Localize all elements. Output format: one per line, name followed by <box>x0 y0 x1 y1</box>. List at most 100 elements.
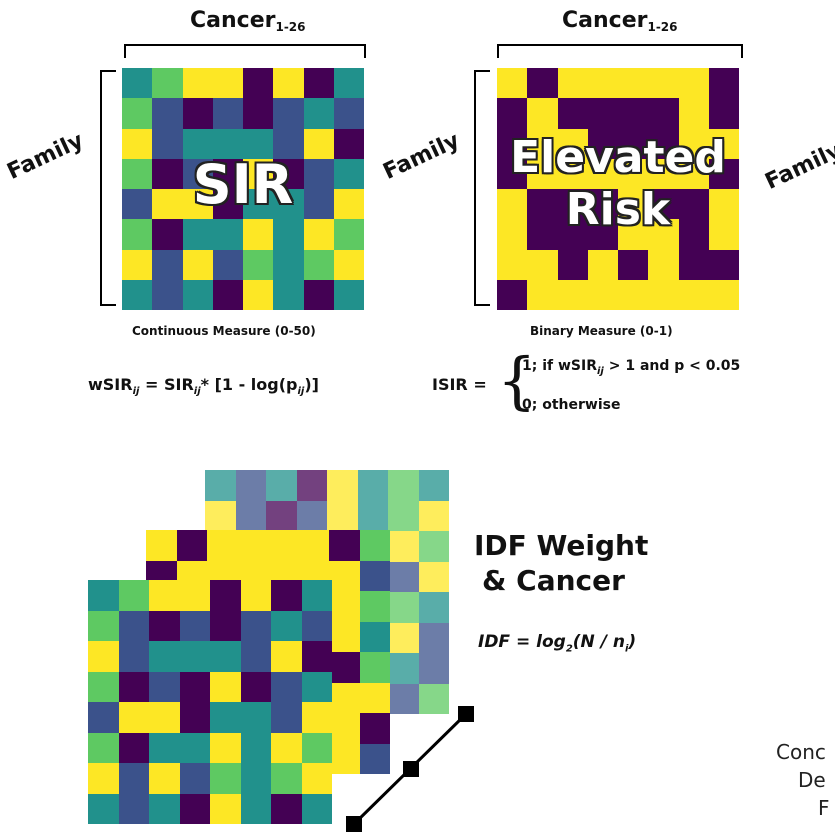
heatmap-cell <box>182 249 213 280</box>
heatmap-cell <box>418 622 449 653</box>
heatmap-cell <box>359 652 390 683</box>
partial-text-line2: De <box>798 768 826 792</box>
heatmap-cell <box>149 671 180 702</box>
heatmap-cell <box>497 189 528 220</box>
heatmap-cell <box>152 98 183 129</box>
panel1-left-bracket <box>100 70 116 306</box>
heatmap-cell <box>88 702 119 733</box>
heatmap-cell <box>152 158 183 189</box>
idf-title-line2: & Cancer <box>482 564 625 597</box>
panel2-title-sub: 1-26 <box>647 20 678 34</box>
heatmap-cell <box>678 219 709 250</box>
elevated-risk-overlay-line1: Elevated <box>510 132 726 183</box>
panel2-title-text: Cancer <box>562 8 648 33</box>
panel1-top-bracket <box>124 44 366 58</box>
heatmap-cell <box>240 580 271 611</box>
heatmap-cell <box>182 219 213 250</box>
heatmap-cell <box>648 249 679 280</box>
heatmap-cell <box>88 641 119 672</box>
heatmap-cell <box>303 98 334 129</box>
heatmap-cell <box>271 793 302 824</box>
heatmap-cell <box>303 128 334 159</box>
heatmap-cell <box>587 189 618 220</box>
heatmap-cell <box>329 713 360 744</box>
wsir-front-matrix <box>88 580 332 824</box>
wsir-formula-mid-sub: ij <box>193 386 201 398</box>
heatmap-cell <box>88 610 119 641</box>
heatmap-cell <box>333 98 364 129</box>
heatmap-cell <box>708 68 739 99</box>
heatmap-cell <box>268 530 299 561</box>
heatmap-cell <box>357 470 388 501</box>
heatmap-cell <box>243 128 274 159</box>
heatmap-cell <box>557 98 588 129</box>
heatmap-cell <box>618 249 649 280</box>
heatmap-cell <box>418 561 449 592</box>
heatmap-cell <box>235 500 266 531</box>
heatmap-cell <box>210 793 241 824</box>
heatmap-cell <box>210 671 241 702</box>
heatmap-cell <box>273 189 304 220</box>
heatmap-cell <box>359 560 390 591</box>
idf-formula-c: ) <box>628 632 637 652</box>
heatmap-cell <box>418 653 449 684</box>
heatmap-cell <box>118 702 149 733</box>
heatmap-cell <box>329 591 360 622</box>
heatmap-cell <box>333 249 364 280</box>
heatmap-cell <box>388 653 419 684</box>
panel2-top-bracket <box>497 44 743 58</box>
panel1-title: Cancer1-26 <box>190 8 306 34</box>
heatmap-cell <box>648 189 679 220</box>
heatmap-cell <box>179 580 210 611</box>
heatmap-cell <box>708 249 739 280</box>
heatmap-cell <box>329 652 360 683</box>
heatmap-cell <box>88 671 119 702</box>
heatmap-cell <box>152 219 183 250</box>
heatmap-cell <box>303 189 334 220</box>
heatmap-cell <box>146 530 177 561</box>
heatmap-cell <box>301 793 332 824</box>
heatmap-cell <box>122 68 153 99</box>
heatmap-cell <box>587 158 618 189</box>
panel2-title: Cancer1-26 <box>562 8 678 34</box>
heatmap-cell <box>212 189 243 220</box>
heatmap-cell <box>152 189 183 220</box>
heatmap-cell <box>587 249 618 280</box>
heatmap-cell <box>273 219 304 250</box>
heatmap-cell <box>240 763 271 794</box>
heatmap-cell <box>557 158 588 189</box>
heatmap-cell <box>149 702 180 733</box>
heatmap-cell <box>678 98 709 129</box>
heatmap-cell <box>497 68 528 99</box>
heatmap-cell <box>240 793 271 824</box>
panel2-family-label: Family <box>379 128 464 185</box>
heatmap-cell <box>329 682 360 713</box>
heatmap-cell <box>648 219 679 250</box>
heatmap-cell <box>271 580 302 611</box>
heatmap-cell <box>618 279 649 310</box>
heatmap-cell <box>527 158 558 189</box>
heatmap-cell <box>240 641 271 672</box>
heatmap-cell <box>418 592 449 623</box>
heatmap-cell <box>333 219 364 250</box>
heatmap-cell <box>179 702 210 733</box>
idf-formula: IDF = log2(N / ni) <box>478 632 636 654</box>
elevated-risk-overlay-line2: Risk <box>565 184 671 235</box>
heatmap-cell <box>388 622 419 653</box>
sir-heatmap <box>122 68 364 310</box>
heatmap-cell <box>388 500 419 531</box>
heatmap-cell <box>527 128 558 159</box>
heatmap-cell <box>273 128 304 159</box>
heatmap-cell <box>301 610 332 641</box>
heatmap-cell <box>271 732 302 763</box>
heatmap-cell <box>88 763 119 794</box>
heatmap-cell <box>333 189 364 220</box>
isir-case-1: 1; if wSIRij > 1 and p < 0.05 <box>522 358 740 377</box>
panel2-left-bracket <box>474 70 490 306</box>
heatmap-cell <box>212 68 243 99</box>
wsir-formula-lhs: wSIR <box>88 375 133 394</box>
heatmap-cell <box>329 621 360 652</box>
heatmap-cell <box>210 641 241 672</box>
heatmap-cell <box>118 641 149 672</box>
heatmap-cell <box>149 580 180 611</box>
